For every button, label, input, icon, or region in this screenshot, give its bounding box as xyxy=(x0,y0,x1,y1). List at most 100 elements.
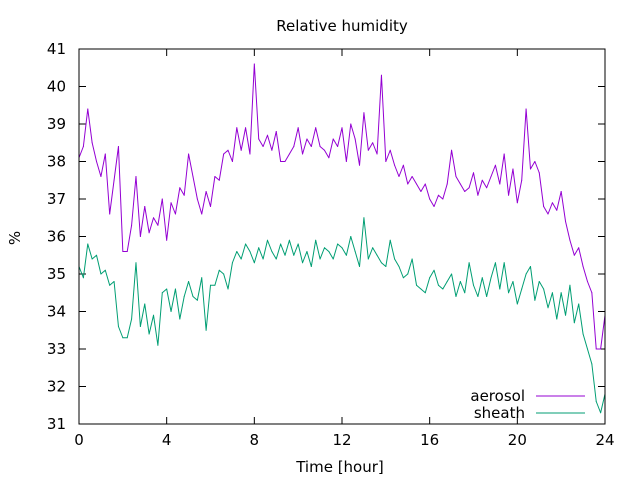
data-point-aerosol xyxy=(442,198,444,200)
data-point-sheath xyxy=(354,251,356,252)
data-point-sheath xyxy=(201,277,203,279)
data-point-aerosol xyxy=(104,153,106,155)
data-point-aerosol xyxy=(117,146,119,147)
data-point-sheath xyxy=(569,284,571,286)
data-point-aerosol xyxy=(429,198,431,200)
data-point-aerosol xyxy=(288,153,290,155)
data-point-aerosol xyxy=(240,149,242,151)
data-point-aerosol xyxy=(323,149,325,151)
data-point-aerosol xyxy=(578,247,580,249)
data-point-aerosol xyxy=(310,146,312,147)
data-point-sheath xyxy=(170,311,172,312)
data-point-sheath xyxy=(516,303,518,305)
data-point-aerosol xyxy=(144,206,146,207)
data-point-aerosol xyxy=(490,176,492,177)
data-point-sheath xyxy=(350,236,352,237)
data-point-aerosol xyxy=(538,172,540,174)
y-tick-label: 37 xyxy=(47,190,66,208)
data-point-aerosol xyxy=(236,127,238,129)
data-point-sheath xyxy=(135,262,137,264)
data-point-aerosol xyxy=(113,179,115,181)
data-point-aerosol xyxy=(293,146,295,147)
data-point-aerosol xyxy=(315,127,317,129)
data-point-aerosol xyxy=(345,161,347,162)
data-point-aerosol xyxy=(126,251,128,252)
data-point-sheath xyxy=(380,262,382,264)
y-tick-label: 32 xyxy=(47,378,66,396)
data-point-aerosol xyxy=(556,209,558,211)
data-point-aerosol xyxy=(595,348,597,350)
y-tick-label: 39 xyxy=(47,115,66,133)
data-point-sheath xyxy=(402,277,404,279)
data-point-aerosol xyxy=(210,206,211,207)
data-point-sheath xyxy=(582,333,584,335)
legend-label-aerosol: aerosol xyxy=(470,387,525,405)
data-point-sheath xyxy=(600,412,602,414)
data-point-sheath xyxy=(188,281,190,282)
data-point-sheath xyxy=(302,262,304,264)
x-axis-label: Time [hour] xyxy=(295,458,384,476)
data-point-aerosol xyxy=(380,74,382,76)
data-point-sheath xyxy=(161,292,163,294)
data-point-sheath xyxy=(323,247,325,249)
data-point-sheath xyxy=(337,243,339,245)
data-point-sheath xyxy=(398,266,400,267)
axis-ticks: 0 4 8 12 16 20 24 31 32 33 34 35 36 37 38 39 40 41 xyxy=(47,40,615,449)
data-point-sheath xyxy=(332,258,334,260)
data-point-sheath xyxy=(183,296,185,297)
data-point-aerosol xyxy=(398,176,400,177)
data-point-aerosol xyxy=(188,153,190,155)
data-point-aerosol xyxy=(385,161,387,162)
data-point-sheath xyxy=(117,326,119,327)
data-point-aerosol xyxy=(363,112,365,114)
y-tick-label: 35 xyxy=(47,265,66,283)
data-point-sheath xyxy=(236,251,238,252)
data-point-aerosol xyxy=(446,183,448,185)
data-point-aerosol xyxy=(161,198,163,200)
data-point-aerosol xyxy=(271,149,273,151)
data-point-aerosol xyxy=(91,142,93,144)
y-tick-label: 41 xyxy=(47,40,66,58)
data-point-sheath xyxy=(280,243,282,245)
data-point-aerosol xyxy=(306,138,308,140)
data-point-sheath xyxy=(144,303,146,305)
data-point-sheath xyxy=(157,344,159,346)
series-line-sheath xyxy=(78,217,606,414)
data-point-sheath xyxy=(166,288,168,290)
data-point-aerosol xyxy=(350,123,352,125)
data-point-sheath xyxy=(385,266,387,267)
data-point-sheath xyxy=(262,258,264,260)
data-point-aerosol xyxy=(87,108,89,110)
data-point-aerosol xyxy=(262,146,264,147)
data-point-sheath xyxy=(109,284,111,286)
data-point-sheath xyxy=(468,262,470,264)
data-point-sheath xyxy=(174,288,176,290)
data-point-sheath xyxy=(394,258,396,260)
y-tick-label: 38 xyxy=(47,153,66,171)
x-tick-label: 4 xyxy=(162,431,172,449)
x-tick-label: 0 xyxy=(74,431,84,449)
data-point-sheath xyxy=(139,326,141,327)
data-point-aerosol xyxy=(218,179,220,181)
data-point-aerosol xyxy=(245,127,247,129)
data-point-sheath xyxy=(578,303,580,305)
data-point-sheath xyxy=(473,284,474,286)
data-point-aerosol xyxy=(122,251,124,252)
x-tick-label: 16 xyxy=(420,431,439,449)
data-point-sheath xyxy=(433,269,435,271)
data-point-aerosol xyxy=(227,149,229,151)
data-point-sheath xyxy=(565,314,567,316)
data-point-sheath xyxy=(591,363,593,365)
data-point-sheath xyxy=(481,277,483,279)
data-point-sheath xyxy=(560,292,562,294)
data-point-sheath xyxy=(529,266,531,267)
chart-title: Relative humidity xyxy=(276,17,408,35)
x-tick-label: 24 xyxy=(595,431,614,449)
data-point-sheath xyxy=(153,314,155,316)
data-point-aerosol xyxy=(82,146,84,147)
data-point-aerosol xyxy=(337,146,339,147)
data-point-aerosol xyxy=(534,161,536,162)
data-point-sheath xyxy=(245,243,247,245)
data-point-aerosol xyxy=(573,254,575,256)
